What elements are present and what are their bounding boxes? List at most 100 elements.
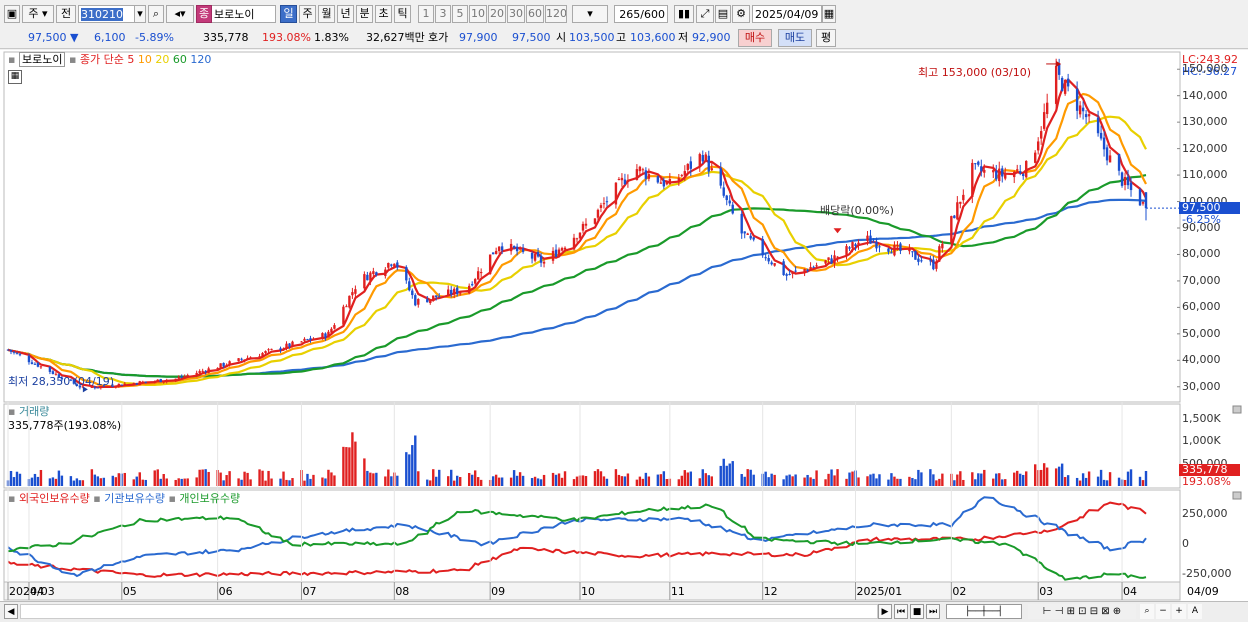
scroll-track[interactable] (20, 604, 878, 619)
candle-body (1057, 63, 1061, 75)
volume-bar (872, 473, 875, 486)
market-select[interactable]: 주 ▾ (22, 5, 54, 23)
volume-bar (467, 473, 471, 486)
calendar-icon[interactable]: ▦ (822, 5, 836, 23)
code-dropdown-icon[interactable]: ▾ (134, 5, 146, 23)
period-tab-6[interactable]: 틱 (394, 5, 411, 23)
scroll-left-icon[interactable]: ◀ (4, 604, 18, 619)
volume-bar (770, 473, 773, 486)
plus-icon[interactable]: + (1172, 604, 1186, 619)
volume-bar (725, 465, 728, 486)
candle-body (1013, 171, 1016, 178)
period-tab-0[interactable]: 일 (280, 5, 297, 23)
period-tab-5[interactable]: 초 (375, 5, 392, 23)
scroll-right-icon[interactable]: ▶ (878, 604, 892, 619)
magnifier-icon[interactable]: ⌕ (1140, 604, 1154, 619)
candle-body (956, 202, 959, 220)
period-tab-4[interactable]: 분 (356, 5, 373, 23)
scroll-first-icon[interactable]: ⏮ (894, 604, 908, 619)
chart-scrollbar[interactable]: ◀ ▶ ⏮ ■ ⏭ ├──┼──┤ ⊢ ⊣ ⊞ ⊡ ⊟ ⊠ ⊕ ⌕ − + A (0, 601, 1248, 622)
volume-bar (824, 479, 827, 486)
volume-bar (914, 479, 917, 486)
candle-body (836, 256, 839, 258)
interval-tab-20[interactable]: 20 (488, 5, 506, 23)
candle-body (938, 246, 941, 262)
period-tab-3[interactable]: 년 (337, 5, 354, 23)
price-axis-tick: 140,000 (1182, 88, 1228, 102)
volume-bar (48, 478, 52, 486)
interval-tab-120[interactable]: 120 (545, 5, 567, 23)
interval-tab-5[interactable]: 5 (452, 5, 468, 23)
volume-bar (387, 469, 390, 486)
volume-bar (180, 478, 183, 486)
candle-body (617, 178, 621, 180)
indicator-icon[interactable]: ▮▮ (674, 5, 694, 23)
volume-bar (875, 478, 878, 486)
candle-body (387, 262, 390, 268)
interval-tab-30[interactable]: 30 (507, 5, 525, 23)
minus-icon[interactable]: − (1156, 604, 1170, 619)
candle-body (300, 341, 303, 343)
volume-bar (728, 463, 731, 486)
candle-body (1060, 77, 1064, 92)
candle-body (635, 169, 639, 180)
legend-stock-name[interactable]: 보로노이 (18, 52, 66, 67)
period-tab-1[interactable]: 주 (299, 5, 316, 23)
candle-body (279, 348, 282, 351)
interval-select[interactable]: ▾ (572, 5, 608, 23)
volume-bar (240, 479, 243, 486)
zoom-slider[interactable]: ├──┼──┤ (946, 604, 1022, 619)
chart-canvas[interactable] (0, 50, 1248, 602)
candle-body (264, 351, 267, 354)
candle-body (749, 235, 752, 239)
scroll-last-icon[interactable]: ⏭ (926, 604, 940, 619)
candle-body (180, 376, 183, 378)
candle-body (18, 354, 22, 356)
volume-bar (60, 475, 64, 486)
candle-body (258, 356, 261, 358)
sell-button[interactable]: 매도 (778, 29, 812, 47)
candle-body (911, 251, 914, 253)
interval-tab-10[interactable]: 10 (469, 5, 487, 23)
stock-name[interactable]: 보로노이 (212, 5, 276, 23)
volume-bar (515, 475, 519, 486)
candle-body (1108, 155, 1112, 163)
date-input[interactable]: 2025/04/09 (752, 5, 822, 23)
window-menu-icon[interactable]: ▣ (4, 5, 20, 23)
count-input[interactable]: 265/600 (614, 5, 668, 23)
volume-bar (81, 480, 85, 486)
search-icon[interactable]: ⌕ (148, 5, 164, 23)
sound-icon[interactable]: ◂▾ (166, 5, 194, 23)
stock-code-input[interactable]: 310210 (78, 5, 138, 23)
interval-tab-3[interactable]: 3 (435, 5, 451, 23)
volume-bar (740, 474, 743, 486)
period-tab-2[interactable]: 월 (318, 5, 335, 23)
volume-bar (183, 478, 186, 486)
line-tool-icon[interactable]: ⤢ (696, 5, 714, 23)
drawing-tools-icon[interactable]: ⊢ ⊣ ⊞ ⊡ ⊟ ⊠ ⊕ (1028, 604, 1136, 619)
text-size-icon[interactable]: A (1188, 604, 1202, 619)
buy-button[interactable]: 매수 (738, 29, 772, 47)
candle-body (1033, 152, 1037, 163)
eval-button[interactable]: 평 (816, 29, 836, 47)
volume-bar (536, 478, 540, 486)
candle-body (303, 338, 306, 341)
dividend-marker-icon (833, 228, 842, 234)
candle-body (1084, 114, 1088, 118)
candle-body (563, 247, 567, 250)
scroll-stop-icon[interactable]: ■ (910, 604, 924, 619)
date-axis-tick: 06 (218, 585, 233, 598)
prev-button[interactable]: 전 (56, 5, 76, 23)
interval-tab-60[interactable]: 60 (526, 5, 544, 23)
candle-body (803, 269, 806, 272)
volume-bar (845, 478, 848, 486)
gear-icon[interactable]: ⚙ (732, 5, 750, 23)
volume-bar (384, 476, 387, 486)
save-icon[interactable]: ▤ (715, 5, 731, 23)
grid-toggle-icon[interactable]: ▦ (8, 70, 22, 84)
interval-tab-1[interactable]: 1 (418, 5, 434, 23)
price-axis-tick: 120,000 (1182, 141, 1228, 155)
candle-body (908, 249, 911, 252)
panel-square-icon: ▪ (8, 405, 16, 418)
